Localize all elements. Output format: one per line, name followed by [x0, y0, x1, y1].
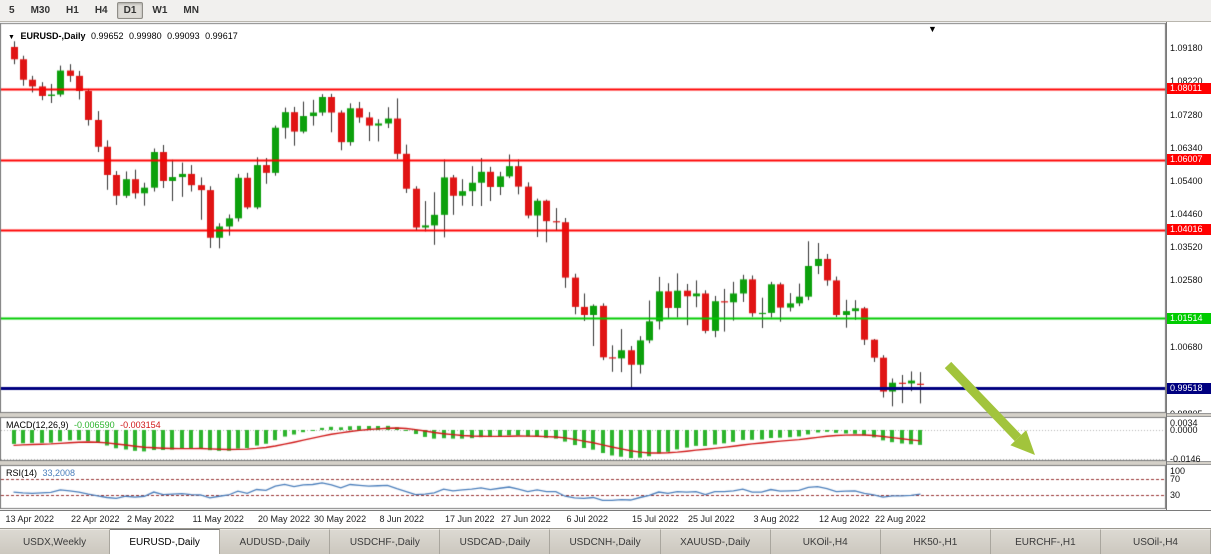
rsi-indicator-label: RSI(14) 33,2008: [6, 468, 78, 478]
date-label: 25 Jul 2022: [688, 514, 735, 524]
price-line-badge: 0.99518: [1167, 382, 1211, 394]
price-tick-label: 1.08220: [1170, 76, 1203, 87]
macd-signal-value: -0.003154: [120, 420, 161, 430]
chart-tab-usdcnh-daily[interactable]: USDCNH-,Daily: [550, 529, 661, 554]
chart-tab-usoil-h4[interactable]: USOil-,H4: [1100, 529, 1211, 554]
date-label: 20 May 2022: [257, 514, 310, 524]
chart-tab-eurusd-daily[interactable]: EURUSD-,Daily: [110, 529, 221, 554]
date-label: 30 May 2022: [314, 514, 367, 524]
timeframe-button-h1[interactable]: H1: [66, 5, 79, 16]
symbol-dropdown-icon[interactable]: ▼: [8, 34, 15, 41]
rsi-scale-label: 100: [1170, 466, 1186, 476]
chart-canvas[interactable]: [0, 22, 1166, 510]
chart-tabs: USDX,Weekly EURUSD-,Daily AUDUSD-,Daily USD…: [0, 528, 1211, 554]
price-tick-label: 1.02580: [1170, 275, 1203, 286]
macd-main-value: -0.006590: [74, 420, 115, 430]
timeframe-button-h4[interactable]: H4: [94, 5, 108, 16]
price-tick-label: 1.04460: [1170, 209, 1203, 220]
timeframe-button-w1[interactable]: W1: [152, 5, 168, 16]
timeframe-button-mn[interactable]: MN: [183, 5, 199, 16]
ohlc-high: 0.99980: [129, 31, 162, 41]
price-line-badge: 1.01514: [1167, 312, 1211, 324]
timeframe-button-5[interactable]: 5: [9, 5, 15, 16]
chart-tab-usdchf-daily[interactable]: USDCHF-,Daily: [330, 529, 441, 554]
price-line-badge: 1.04016: [1167, 224, 1211, 236]
price-tick-label: 1.09180: [1170, 42, 1203, 53]
date-label: 8 Jun 2022: [379, 514, 425, 524]
chart-tab-xauusd-daily[interactable]: XAUUSD-,Daily: [660, 529, 771, 554]
date-label: 6 Jul 2022: [566, 514, 609, 524]
date-label: 2 May 2022: [127, 514, 175, 524]
date-label: 22 Aug 2022: [875, 514, 926, 524]
price-line-badge: 1.08011: [1167, 83, 1211, 95]
ohlc-low: 0.99093: [167, 31, 200, 41]
date-label: 22 Apr 2022: [70, 514, 120, 524]
macd-indicator-label: MACD(12,26,9) -0.006590 -0.003154: [6, 420, 164, 430]
price-tick-label: 1.03520: [1170, 242, 1203, 253]
time-axis[interactable]: 13 Apr 2022 22 Apr 2022 2 May 2022 11 May 2…: [0, 510, 1211, 528]
timeframe-button-m30[interactable]: M30: [30, 5, 51, 16]
trend-arrow-annotation[interactable]: [940, 357, 1050, 469]
chart-tab-audusd-daily[interactable]: AUDUSD-,Daily: [220, 529, 331, 554]
macd-name: MACD(12,26,9): [6, 420, 69, 430]
price-tick-label: 1.07280: [1170, 109, 1203, 120]
macd-scale-label: -0.0146: [1170, 453, 1201, 464]
price-line-badge: 1.06007: [1167, 154, 1211, 166]
price-tick-label: 1.00680: [1170, 342, 1203, 353]
chart-title-overlay: ▼ EURUSD-,Daily 0.99652 0.99980 0.99093 …: [8, 31, 241, 41]
rsi-scale-label: 30: [1170, 490, 1181, 501]
date-label: 27 Jun 2022: [501, 514, 551, 524]
date-label: 17 Jun 2022: [444, 514, 495, 524]
pane-separator[interactable]: [1167, 413, 1211, 417]
date-label: 3 Aug 2022: [753, 514, 800, 524]
rsi-scale-label: 70: [1170, 473, 1181, 484]
timeframe-toolbar: 5 M30 H1 H4 D1 W1 MN: [0, 0, 1211, 22]
date-label: 13 Apr 2022: [5, 514, 55, 524]
scroll-end-marker[interactable]: ▼: [928, 24, 937, 34]
rsi-name: RSI(14): [6, 468, 38, 478]
chart-tab-eurchf-h1[interactable]: EURCHF-,H1: [990, 529, 1101, 554]
date-label: 12 Aug 2022: [818, 514, 870, 524]
chart-tab-usdx-weekly[interactable]: USDX,Weekly: [0, 529, 111, 554]
chart-tab-usdcad-daily[interactable]: USDCAD-,Daily: [440, 529, 551, 554]
macd-scale-label: 0.0034: [1170, 418, 1198, 429]
rsi-value: 33,2008: [42, 468, 76, 478]
symbol-period-label: EURUSD-,Daily: [20, 31, 86, 41]
ohlc-close: 0.99617: [205, 31, 238, 41]
chart-region: ▼ EURUSD-,Daily 0.99652 0.99980 0.99093 …: [0, 22, 1211, 510]
chart-tab-hk50-h1[interactable]: HK50-,H1: [880, 529, 991, 554]
date-label: 11 May 2022: [192, 514, 244, 524]
date-label: 15 Jul 2022: [631, 514, 679, 524]
pane-separator[interactable]: [1167, 461, 1211, 465]
price-tick-label: 1.05400: [1170, 175, 1203, 186]
timeframe-button-d1[interactable]: D1: [116, 2, 144, 19]
ohlc-open: 0.99652: [90, 31, 124, 41]
price-tick-label: 1.06340: [1170, 142, 1203, 153]
macd-scale-label: 0.0000: [1170, 424, 1198, 435]
price-axis[interactable]: 1.09180 1.08220 1.07280 1.06340 1.05400 1.044…: [1166, 22, 1211, 510]
chart-tab-ukoil-h4[interactable]: UKOil-,H4: [770, 529, 881, 554]
